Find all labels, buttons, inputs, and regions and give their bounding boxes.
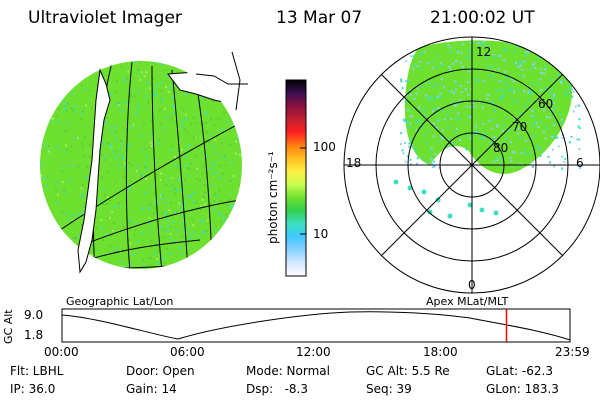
x-tick-1800: 18:00 xyxy=(423,345,458,359)
altitude-y-tick-high: 9.0 xyxy=(24,308,44,322)
mode-readout: Mode: Normal xyxy=(246,364,330,378)
mlat-label-70: 70 xyxy=(512,120,528,134)
seq-readout: Seq: 39 xyxy=(366,382,412,396)
date-label: 13 Mar 07 xyxy=(276,8,363,28)
colorbar xyxy=(285,79,307,277)
mlt-label-12: 12 xyxy=(476,45,492,59)
mlat-label-60: 60 xyxy=(538,97,554,111)
door-readout: Door: Open xyxy=(126,364,195,378)
time-label: 21:00:02 UT xyxy=(430,8,535,28)
ip-readout: IP: 36.0 xyxy=(10,382,56,396)
mlt-label-6: 6 xyxy=(576,156,584,170)
apex-polar-plot xyxy=(343,36,600,294)
geographic-image xyxy=(40,51,248,274)
filter-readout: Flt: LBHL xyxy=(10,364,64,378)
x-tick-1200: 12:00 xyxy=(296,345,331,359)
altitude-curve xyxy=(61,311,571,341)
glat-readout: GLat: -62.3 xyxy=(486,364,553,378)
mlt-label-18: 18 xyxy=(346,156,362,170)
glon-readout: GLon: 183.3 xyxy=(486,382,559,396)
mlat-label-80: 80 xyxy=(493,141,509,155)
geographic-caption: Geographic Lat/Lon xyxy=(66,295,174,308)
mlt-label-0: 0 xyxy=(468,278,476,292)
colorbar-label-100: 100 xyxy=(313,140,336,154)
gc-alt-readout: GC Alt: 5.5 Re xyxy=(366,364,450,378)
altitude-plot xyxy=(61,308,571,343)
x-tick-2359: 23:59 xyxy=(555,345,590,359)
dsp-readout: Dsp: -8.3 xyxy=(246,382,309,396)
x-tick-0000: 00:00 xyxy=(44,345,79,359)
gain-readout: Gain: 14 xyxy=(126,382,177,396)
altitude-y-label: GC Alt xyxy=(2,309,15,344)
altitude-y-tick-low: 1.8 xyxy=(24,328,44,342)
x-tick-0600: 06:00 xyxy=(170,345,205,359)
apex-caption: Apex MLat/MLT xyxy=(426,295,509,308)
colorbar-unit-label: photon cm⁻²s⁻¹ xyxy=(266,151,280,244)
polar-grid xyxy=(343,36,600,294)
colorbar-label-10: 10 xyxy=(313,227,329,241)
app-title: Ultraviolet Imager xyxy=(28,8,182,28)
